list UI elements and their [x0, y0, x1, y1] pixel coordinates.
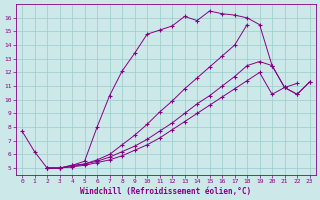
X-axis label: Windchill (Refroidissement éolien,°C): Windchill (Refroidissement éolien,°C) — [80, 187, 252, 196]
